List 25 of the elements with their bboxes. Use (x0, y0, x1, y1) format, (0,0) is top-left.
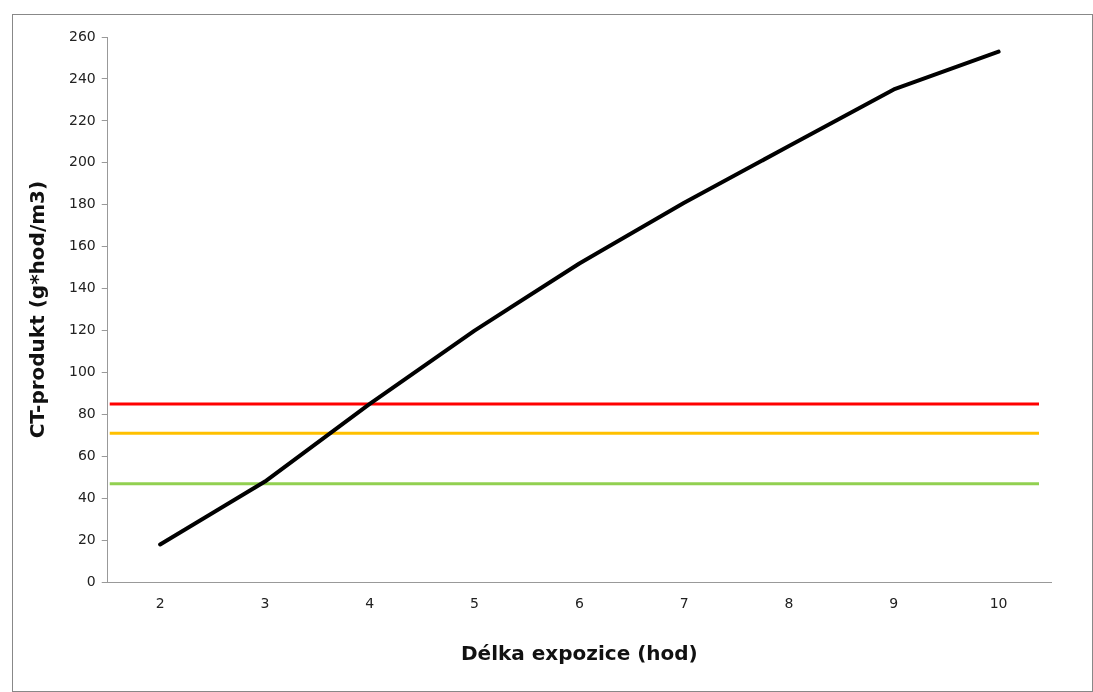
y-tick-label: 20 (77, 530, 96, 547)
y-tick-label: 60 (77, 447, 96, 464)
y-tick-label: 160 (68, 237, 96, 254)
x-tick-label: 8 (784, 595, 794, 612)
y-tick-label: 180 (68, 195, 96, 212)
x-tick-label: 5 (470, 595, 480, 612)
y-tick-label: 40 (77, 488, 96, 505)
x-tick-label: 7 (679, 595, 689, 612)
y-tick-label: 240 (68, 69, 96, 86)
x-tick-label: 9 (889, 595, 899, 612)
x-tick-label: 3 (260, 595, 270, 612)
x-tick-label: 6 (574, 595, 584, 612)
y-tick-label: 120 (68, 321, 96, 338)
y-tick-label: 100 (68, 363, 96, 380)
x-axis-title: Délka expozice (hod) (460, 641, 698, 666)
y-tick-label: 200 (68, 153, 96, 170)
x-tick-label: 4 (365, 595, 375, 612)
y-tick-label: 220 (68, 111, 96, 128)
y-axis-title: CT-produkt (g*hod/m3) (25, 180, 50, 439)
y-tick-label: 140 (68, 279, 96, 296)
y-tick-label: 0 (86, 572, 96, 589)
y-tick-label: 260 (68, 27, 96, 44)
x-tick-label: 10 (989, 595, 1008, 612)
y-tick-label: 80 (77, 405, 96, 422)
x-tick-label: 2 (155, 595, 165, 612)
